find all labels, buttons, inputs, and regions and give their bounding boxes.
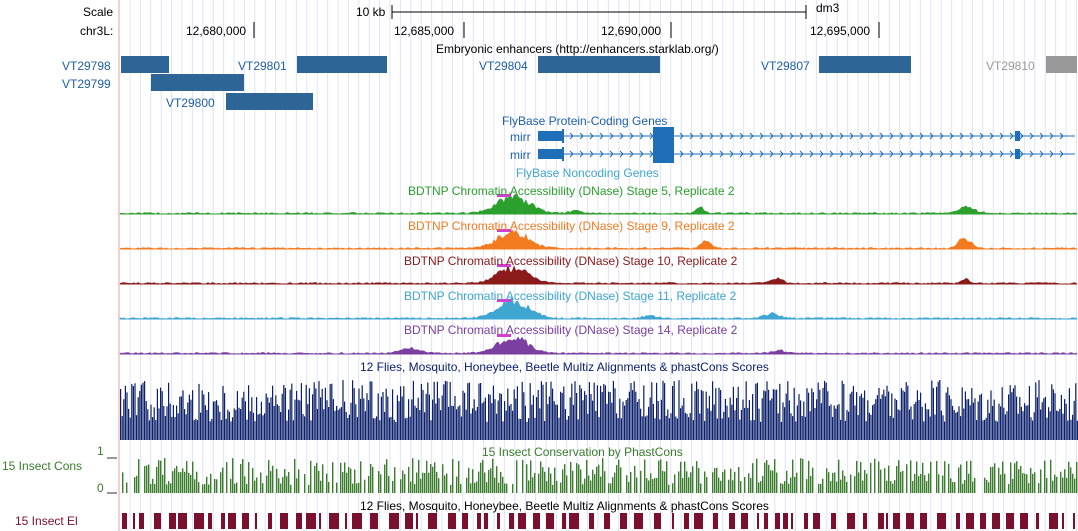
side-label-phastcons[interactable]: 15 Insect Cons xyxy=(2,459,83,473)
track-title-multiz[interactable]: 12 Flies, Mosquito, Honeybee, Beetle Mul… xyxy=(360,360,769,374)
enhancer-label[interactable]: VT29800 xyxy=(166,96,215,110)
track-title-dnase-stage5[interactable]: BDTNP Chromatin Accessibility (DNase) St… xyxy=(408,184,735,198)
track-title-dnase-stage11[interactable]: BDTNP Chromatin Accessibility (DNase) St… xyxy=(404,289,737,303)
multiz-conservation-bars xyxy=(120,380,1078,440)
dnase-signal-0 xyxy=(119,191,1078,215)
y-axis-min: 0 xyxy=(97,481,104,495)
gene-label-mirr[interactable]: mirr xyxy=(510,148,531,162)
coordinate-ticks xyxy=(253,22,880,38)
enhancer-label[interactable]: VT29799 xyxy=(62,77,111,91)
enhancer-blocks[interactable] xyxy=(121,56,1077,110)
enhancer-block-vt29804 xyxy=(538,56,660,73)
track-title-dnase-stage10[interactable]: BDTNP Chromatin Accessibility (DNase) St… xyxy=(404,254,738,268)
enhancer-block-vt29800 xyxy=(226,93,313,110)
y-axis-max: 1 xyxy=(97,444,104,458)
dnase-signal-3 xyxy=(119,297,1078,320)
track-title-flybase-noncoding[interactable]: FlyBase Noncoding Genes xyxy=(516,166,659,180)
scale-label: Scale xyxy=(83,5,114,19)
dnase-signal-2 xyxy=(119,263,1078,285)
enhancer-label[interactable]: VT29807 xyxy=(761,59,810,73)
assembly-label: dm3 xyxy=(816,1,840,15)
track-title-dnase-stage14[interactable]: BDTNP Chromatin Accessibility (DNase) St… xyxy=(404,323,738,337)
position-label: 12,680,000 xyxy=(186,24,247,38)
gene-label-mirr[interactable]: mirr xyxy=(510,130,531,144)
track-title-phastcons[interactable]: 15 Insect Conservation by PhastCons xyxy=(482,445,683,459)
track-title-flybase-coding[interactable]: FlyBase Protein-Coding Genes xyxy=(502,114,668,128)
enhancer-label[interactable]: VT29801 xyxy=(238,59,287,73)
track-title-enhancers[interactable]: Embryonic enhancers (http://enhancers.st… xyxy=(436,42,719,56)
enhancer-block-vt29798 xyxy=(121,56,169,73)
enhancer-block-vt29799 xyxy=(151,74,244,91)
position-label: 12,695,000 xyxy=(810,24,871,38)
enhancer-label[interactable]: VT29810 xyxy=(986,59,1035,73)
enhancer-label[interactable]: VT29798 xyxy=(62,59,111,73)
scale-bar xyxy=(391,5,807,19)
phastcons-bars xyxy=(122,458,1078,493)
chrom-label: chr3L: xyxy=(80,24,114,38)
enhancer-block-vt29810 xyxy=(1046,56,1077,73)
position-label: 12,690,000 xyxy=(601,24,662,38)
dnase-signal-4 xyxy=(119,334,1078,355)
track-title-dnase-stage9[interactable]: BDTNP Chromatin Accessibility (DNase) St… xyxy=(408,219,735,233)
gene-models[interactable] xyxy=(538,127,1075,163)
track-title-elements[interactable]: 12 Flies, Mosquito, Honeybee, Beetle Mul… xyxy=(360,499,769,513)
position-label: 12,685,000 xyxy=(394,24,455,38)
scale-bar-label: 10 kb xyxy=(356,5,386,19)
enhancer-block-vt29801 xyxy=(297,56,387,73)
side-label-elements[interactable]: 15 Insect El xyxy=(15,514,78,528)
enhancer-label[interactable]: VT29804 xyxy=(479,59,528,73)
dnase-signal-1 xyxy=(119,229,1078,250)
conserved-element-blocks xyxy=(122,513,1075,529)
enhancer-block-vt29807 xyxy=(819,56,911,73)
